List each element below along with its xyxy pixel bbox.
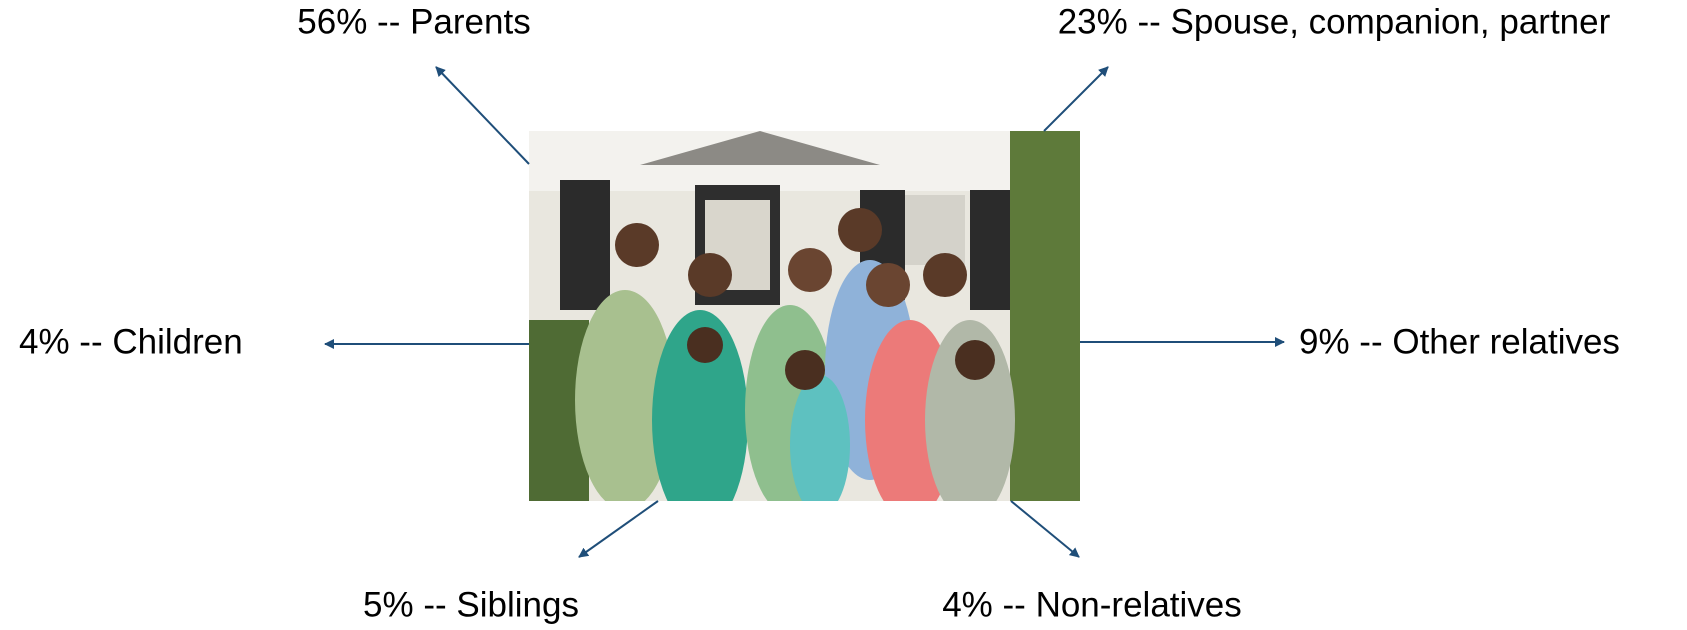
node-label: 4% -- Non-relatives [942, 585, 1242, 624]
arrow [436, 67, 529, 164]
diagram: 56% -- Parents 23% -- Spouse, companion,… [0, 0, 1687, 630]
arrow [579, 501, 658, 557]
node-label: 56% -- Parents [297, 2, 530, 41]
node-label: 23% -- Spouse, companion, partner [1058, 2, 1611, 41]
arrow [1044, 67, 1108, 131]
node-label: 9% -- Other relatives [1299, 322, 1620, 361]
family-photo [529, 131, 1080, 530]
node-label: 4% -- Children [19, 322, 243, 361]
arrow [1011, 501, 1079, 557]
page: 56% -- Parents 23% -- Spouse, companion,… [0, 0, 1687, 630]
node-label: 5% -- Siblings [363, 585, 579, 624]
